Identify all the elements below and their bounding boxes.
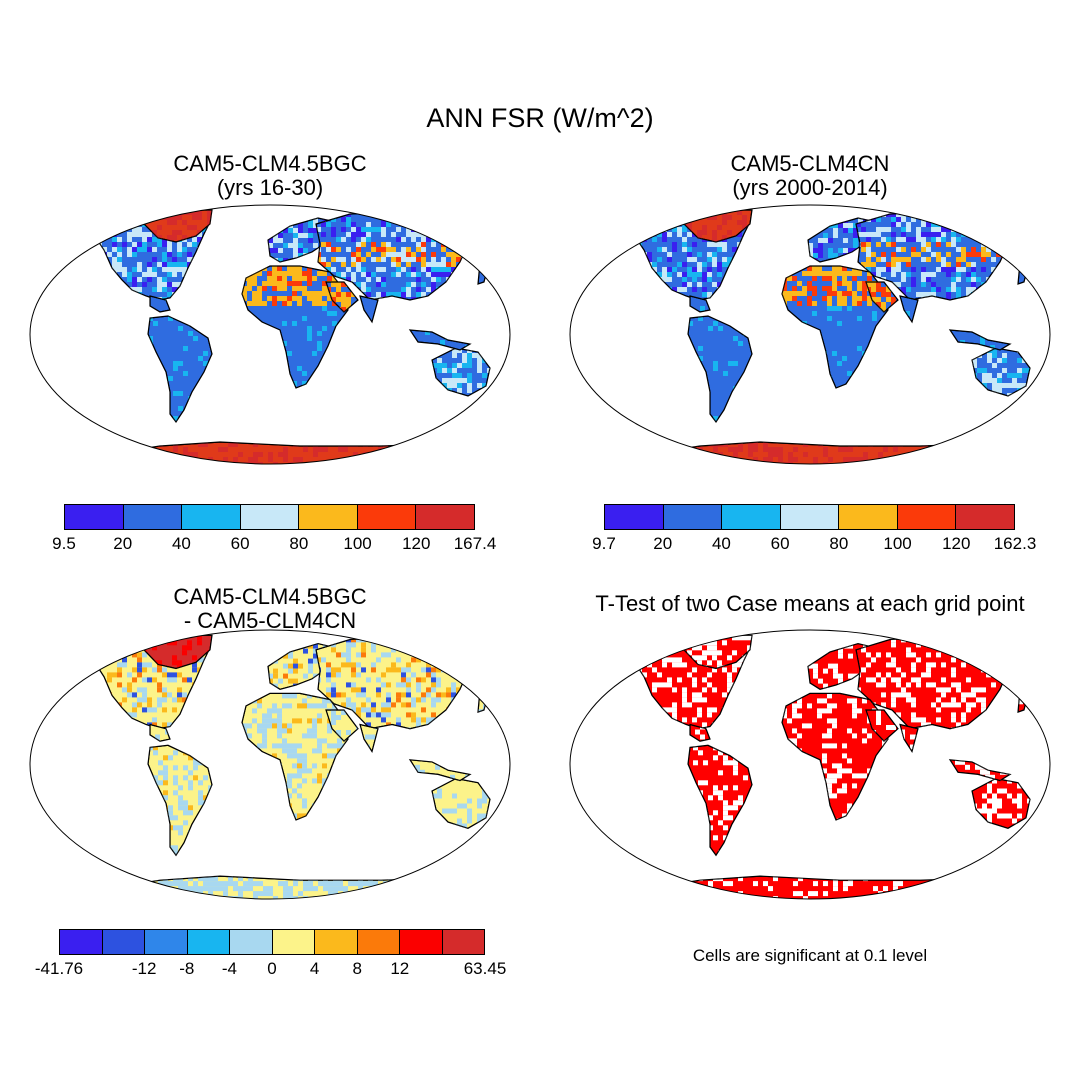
colorbar-tick-label: 60 [230, 534, 250, 553]
colorbar-swatch [315, 930, 358, 954]
colorbar-swatch [663, 505, 723, 529]
panel3-colorbar [59, 929, 485, 955]
panel3-title-line1: CAM5-CLM4.5BGC [173, 584, 367, 609]
significance-note: Cells are significant at 0.1 level [692, 946, 928, 965]
colorbar-tick-label: 120 [942, 534, 971, 553]
panel1-title-line2: (yrs 16-30) [216, 175, 324, 200]
colorbar-swatch [357, 505, 417, 529]
colorbar-tick-label: 63.45 [463, 959, 507, 978]
panel1-colorbar [64, 504, 475, 530]
panel2-colorbar [604, 504, 1015, 530]
colorbar-tick-label: 100 [883, 534, 912, 553]
continent-southAmerica [687, 315, 753, 424]
colorbar-tick-label: 80 [829, 534, 849, 553]
colorbar-tick-label: 8 [352, 959, 362, 978]
colorbar-tick-label: 20 [113, 534, 133, 553]
colorbar-tick-label: 9.5 [52, 534, 76, 553]
colorbar-tick-label: 100 [343, 534, 372, 553]
colorbar-swatch [357, 930, 400, 954]
colorbar-tick-label: 4 [309, 959, 320, 978]
colorbar-swatch [722, 505, 781, 529]
colorbar-tick-label: -4 [221, 959, 237, 978]
colorbar-swatch [299, 505, 358, 529]
colorbar-tick-label: 40 [171, 534, 191, 553]
colorbar-swatch [400, 930, 443, 954]
panel3-map [29, 629, 511, 900]
map-border [29, 629, 511, 900]
colorbar-tick-label: 20 [653, 534, 673, 553]
colorbar-tick-label: 120 [402, 534, 431, 553]
colorbar-swatch [442, 930, 484, 954]
colorbar-swatch [897, 505, 957, 529]
colorbar-swatch [839, 505, 898, 529]
colorbar-tick-label: -41.76 [34, 959, 84, 978]
colorbar-swatch [123, 505, 183, 529]
panel2-map [569, 204, 1051, 465]
map-border [569, 204, 1051, 465]
colorbar-swatch [187, 930, 230, 954]
colorbar-tick-label: 40 [711, 534, 731, 553]
colorbar-tick-label: 162.3 [993, 534, 1037, 553]
colorbar-swatch [60, 930, 103, 954]
map-border [29, 204, 511, 465]
panel4-map [569, 629, 1051, 900]
colorbar-swatch [272, 930, 315, 954]
colorbar-swatch [605, 505, 664, 529]
colorbar-swatch [780, 505, 840, 529]
colorbar-swatch [956, 505, 1015, 529]
colorbar-swatch [230, 930, 273, 954]
panel1-title-line1: CAM5-CLM4.5BGC [173, 151, 367, 176]
colorbar-tick-label: -8 [179, 959, 195, 978]
colorbar-tick-label: 12 [390, 959, 410, 978]
colorbar-swatch [102, 930, 145, 954]
colorbar-swatch [240, 505, 300, 529]
map-border [569, 629, 1051, 900]
colorbar-tick-label: 9.7 [592, 534, 616, 553]
panel4-title: T-Test of two Case means at each grid po… [595, 591, 1025, 616]
colorbar-tick-label: 80 [289, 534, 309, 553]
panel1-map [29, 204, 511, 465]
colorbar-swatch [182, 505, 241, 529]
colorbar-swatch [416, 505, 475, 529]
colorbar-tick-label: 167.4 [453, 534, 497, 553]
colorbar-tick-label: 60 [770, 534, 790, 553]
colorbar-tick-label: -12 [131, 959, 157, 978]
panel2-title-line1: CAM5-CLM4CN [730, 151, 890, 176]
panel2-title-line2: (yrs 2000-2014) [732, 175, 888, 200]
panel3-title-line2: - CAM5-CLM4CN [183, 608, 357, 633]
colorbar-tick-label: 0 [267, 959, 277, 978]
colorbar-swatch [145, 930, 188, 954]
figure-title: ANN FSR (W/m^2) [426, 103, 654, 133]
colorbar-swatch [65, 505, 124, 529]
